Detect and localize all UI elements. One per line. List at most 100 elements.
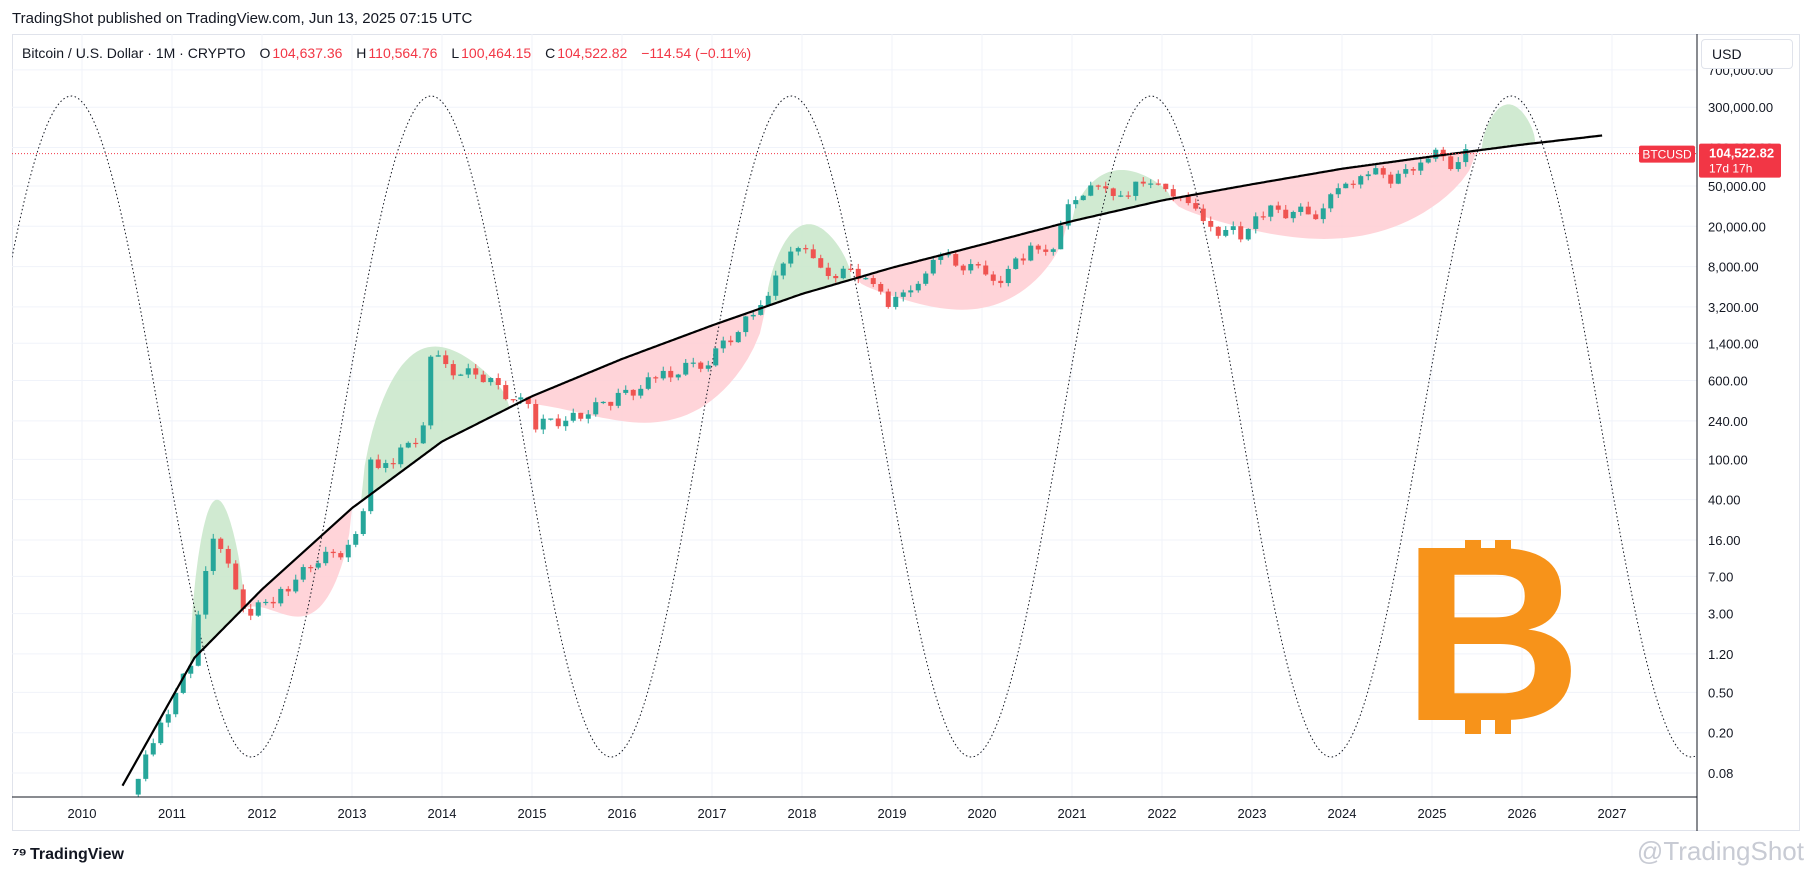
- candle-body: [465, 368, 471, 375]
- candle-body: [900, 292, 906, 297]
- cycle-bottom-zone: [523, 306, 766, 423]
- symbol-legend: Bitcoin / U.S. Dollar · 1M · CRYPTO O 104…: [22, 45, 753, 61]
- candles: [135, 144, 1469, 797]
- price-tick-label: 0.08: [1708, 766, 1733, 781]
- candle-body: [308, 567, 314, 569]
- candle-body: [1043, 249, 1049, 252]
- candle-body: [1290, 211, 1296, 219]
- candle-body: [848, 268, 854, 270]
- candle-body: [1103, 186, 1109, 189]
- candle-body: [788, 251, 794, 264]
- candle-body: [1313, 214, 1319, 220]
- time-tick-label: 2012: [248, 806, 277, 821]
- chart-pane[interactable]: [12, 34, 1800, 831]
- candle-body: [1028, 245, 1034, 261]
- publisher-line: TradingShot published on TradingView.com…: [12, 10, 473, 27]
- candle-body: [600, 401, 606, 404]
- price-tick-label: 8,000.00: [1708, 260, 1759, 275]
- candle-body: [420, 425, 426, 444]
- candle-body: [525, 397, 531, 405]
- candle-body: [743, 316, 749, 333]
- candle-body: [383, 463, 389, 468]
- candle-body: [338, 553, 344, 558]
- candle-body: [1185, 196, 1191, 204]
- candle-body: [885, 291, 891, 307]
- time-tick-label: 2015: [518, 806, 547, 821]
- candle-body: [450, 364, 456, 376]
- candle-body: [330, 551, 336, 554]
- candle-body: [1440, 149, 1446, 157]
- open-value: 104,637.36: [272, 45, 343, 61]
- time-tick-label: 2018: [788, 806, 817, 821]
- change-value: −114.54 (−0.11%): [641, 45, 752, 61]
- low-label: L: [451, 45, 460, 61]
- candle-body: [1380, 168, 1386, 175]
- candle-body: [1155, 183, 1161, 185]
- price-tick-label: 7.00: [1708, 569, 1733, 584]
- candle-body: [495, 378, 501, 386]
- candle-body: [555, 418, 561, 427]
- candle-body: [150, 743, 156, 755]
- candle-body: [1193, 203, 1199, 209]
- candle-body: [840, 268, 846, 279]
- candle-body: [218, 538, 224, 549]
- candle-body: [390, 463, 396, 465]
- candle-body: [510, 399, 516, 401]
- time-tick-label: 2016: [608, 806, 637, 821]
- time-tick-label: 2023: [1238, 806, 1267, 821]
- candle-body: [653, 377, 659, 379]
- candle-body: [398, 447, 404, 465]
- candle-body: [810, 249, 816, 259]
- tradingview-logo[interactable]: ⁷⁹ TradingView: [12, 844, 124, 865]
- candle-body: [1328, 194, 1334, 209]
- price-tick-label: 0.20: [1708, 726, 1733, 741]
- candle-body: [315, 563, 321, 568]
- bitcoin-logo-bar-bottom: [1465, 706, 1481, 734]
- price-tick-label: 300,000.00: [1708, 100, 1773, 115]
- candle-body: [1050, 249, 1056, 252]
- symbol-title[interactable]: Bitcoin / U.S. Dollar · 1M · CRYPTO: [22, 45, 246, 61]
- candle-body: [713, 348, 719, 366]
- candle-body: [1125, 195, 1131, 197]
- candle-body: [720, 340, 726, 349]
- candle-body: [480, 374, 486, 383]
- symbol-tag-bg: [1639, 145, 1695, 163]
- price-tick-label: 40.00: [1708, 493, 1741, 508]
- candle-body: [173, 692, 179, 715]
- candle-body: [1148, 183, 1154, 185]
- currency-button[interactable]: USD: [1701, 39, 1793, 69]
- candle-body: [1388, 174, 1394, 184]
- candle-body: [1163, 183, 1169, 190]
- candle-body: [1035, 245, 1041, 250]
- candle-body: [1170, 189, 1176, 197]
- candle-body: [968, 264, 974, 271]
- bitcoin-logo-icon: B: [1402, 494, 1583, 773]
- candle-body: [608, 401, 614, 406]
- candle-body: [1448, 156, 1454, 170]
- price-tag-bg: [1699, 143, 1781, 178]
- candle-body: [1140, 181, 1146, 184]
- candle-body: [1133, 181, 1139, 196]
- candle-body: [1095, 185, 1101, 187]
- candle-body: [1005, 268, 1011, 284]
- candle-body: [893, 296, 899, 307]
- candle-body: [1065, 204, 1071, 226]
- candle-body: [518, 397, 524, 400]
- candle-body: [825, 267, 831, 277]
- candle-body: [1395, 173, 1401, 184]
- time-tick-label: 2017: [698, 806, 727, 821]
- candle-body: [1305, 206, 1311, 215]
- time-tick-label: 2026: [1508, 806, 1537, 821]
- candle-body: [428, 356, 434, 426]
- time-tick-label: 2011: [158, 806, 186, 821]
- high-value: 110,564.76: [368, 45, 438, 61]
- candle-body: [233, 563, 239, 590]
- candle-body: [1268, 205, 1274, 217]
- candle-body: [623, 389, 629, 393]
- candle-body: [683, 362, 689, 375]
- price-tick-label: 0.50: [1708, 685, 1733, 700]
- candle-body: [188, 665, 194, 674]
- candle-body: [750, 314, 756, 317]
- candle-body: [923, 273, 929, 284]
